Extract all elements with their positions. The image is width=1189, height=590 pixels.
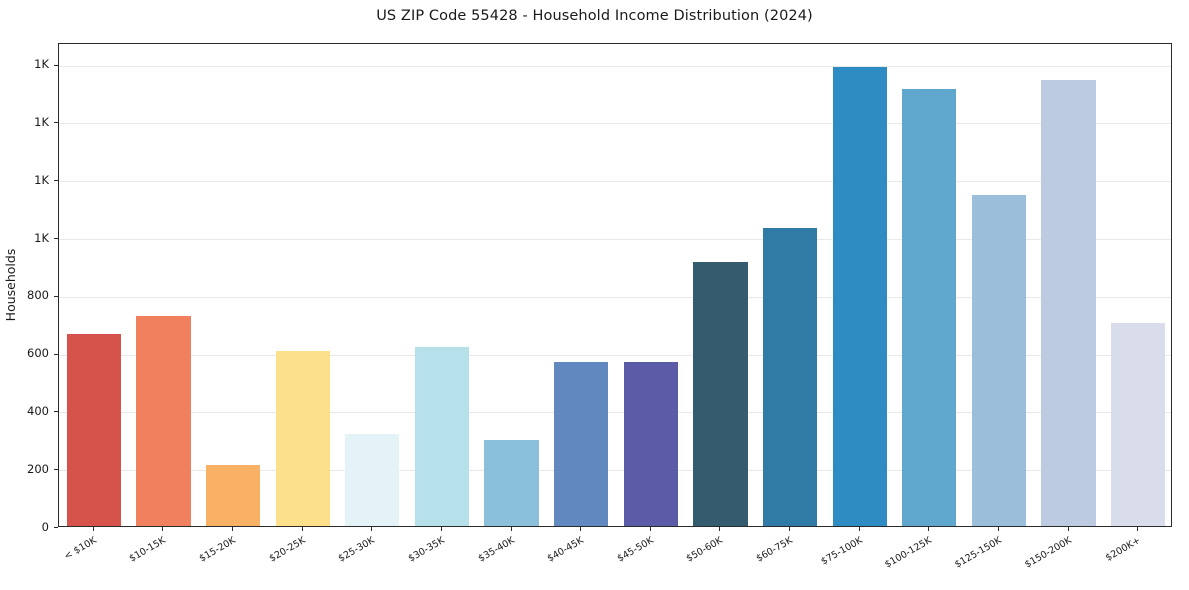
bar-15-20k[interactable]: [205, 464, 261, 526]
x-tick-mark: [162, 527, 164, 531]
x-tick-mark: [440, 527, 442, 531]
bar-200k[interactable]: [1111, 323, 1166, 526]
x-tick-mark: [232, 527, 234, 531]
y-tick-mark: [54, 122, 58, 124]
x-tick-mark: [371, 527, 373, 531]
bars-layer: [59, 44, 1171, 526]
y-tick-mark: [54, 353, 58, 355]
y-tick-mark: [54, 527, 58, 528]
x-tick-mark: [301, 527, 303, 531]
bar-150-200k[interactable]: [1041, 80, 1096, 526]
y-axis-label: Households: [3, 248, 18, 322]
x-tick-mark: [510, 527, 512, 531]
x-tick-mark: [1137, 527, 1139, 531]
x-tick-mark: [1067, 527, 1069, 531]
y-tick-label: 1K: [34, 172, 49, 187]
bar-25-30k[interactable]: [345, 433, 400, 526]
y-tick-mark: [54, 411, 58, 413]
bar-10k[interactable]: [66, 333, 121, 526]
gridline: [59, 239, 1171, 241]
bar-30-35k[interactable]: [414, 347, 470, 526]
bar-20-25k[interactable]: [275, 350, 330, 526]
gridline: [59, 412, 1171, 414]
x-tick-mark: [858, 527, 860, 531]
gridline: [59, 470, 1171, 472]
y-tick-mark: [54, 64, 58, 66]
x-tick-mark: [719, 527, 721, 531]
bar-40-45k[interactable]: [554, 362, 609, 526]
y-tick-label: 800: [27, 288, 49, 303]
x-tick-mark: [928, 527, 930, 531]
y-tick-mark: [54, 295, 58, 297]
y-tick-label: 600: [27, 346, 49, 361]
y-tick-mark: [54, 180, 58, 182]
gridline: [59, 296, 1171, 298]
bar-75-100k[interactable]: [832, 66, 887, 526]
bar-125-150k[interactable]: [971, 194, 1027, 526]
x-tick-mark: [789, 527, 791, 531]
bar-50-60k[interactable]: [693, 262, 748, 526]
gridline: [59, 181, 1171, 183]
plot-area: [58, 43, 1172, 527]
bar-45-50k[interactable]: [623, 362, 678, 526]
y-tick-label: 1K: [34, 230, 49, 245]
x-tick-mark: [580, 527, 582, 531]
x-tick-mark: [649, 527, 651, 531]
x-tick-mark: [92, 527, 94, 531]
bar-10-15k[interactable]: [136, 315, 191, 526]
y-tick-mark: [54, 469, 58, 471]
y-tick-label: 0: [41, 519, 49, 534]
gridline: [59, 65, 1171, 67]
bar-35-40k[interactable]: [484, 440, 539, 526]
y-tick-label: 1K: [34, 114, 49, 129]
bar-60-75k[interactable]: [762, 228, 818, 526]
y-tick-label: 200: [27, 461, 49, 476]
x-tick-mark: [997, 527, 999, 531]
chart-title: US ZIP Code 55428 - Household Income Dis…: [376, 8, 813, 24]
gridline: [59, 354, 1171, 356]
y-tick-label: 1K: [34, 57, 49, 72]
bar-100-125k[interactable]: [902, 88, 957, 526]
y-tick-mark: [54, 238, 58, 240]
gridline: [59, 123, 1171, 125]
y-tick-label: 400: [27, 403, 49, 418]
